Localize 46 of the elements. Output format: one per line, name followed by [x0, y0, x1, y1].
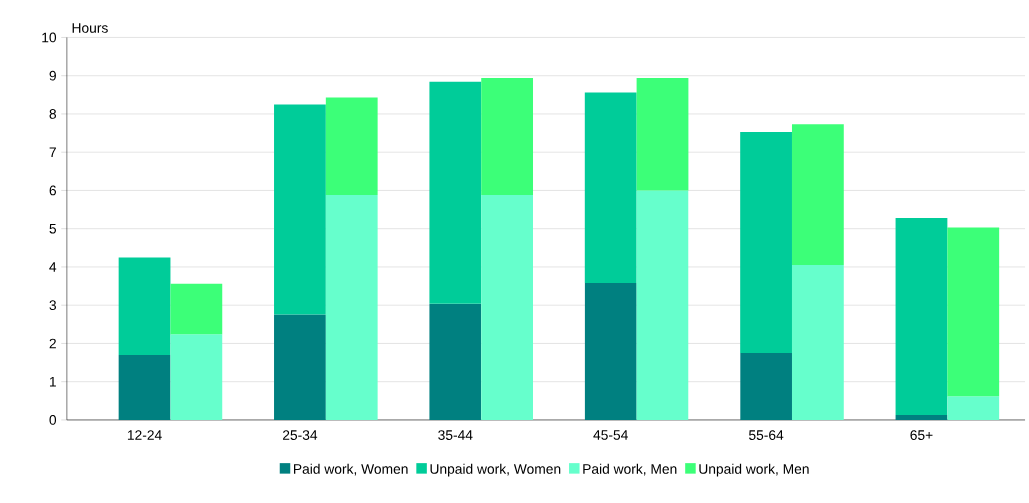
bar — [584, 92, 637, 284]
x-tick-label: 12-24 — [127, 430, 162, 440]
y-tick-label: 1 — [49, 377, 56, 387]
y-axis-title: Hours — [72, 23, 108, 33]
y-tick-label: 5 — [49, 224, 57, 234]
y-tick-label: 2 — [49, 338, 56, 349]
bar — [947, 396, 1000, 421]
y-tick-label: 10 — [42, 32, 57, 43]
x-tick-label: 45-54 — [593, 430, 628, 440]
legend-label: Paid work, Women — [294, 463, 408, 476]
bar — [791, 124, 844, 266]
bar — [325, 195, 378, 421]
y-tick-label: 6 — [49, 185, 56, 196]
bar — [274, 104, 326, 315]
x-tick-label: 35-44 — [438, 430, 473, 441]
x-tick-label: 25-34 — [282, 430, 318, 441]
bar — [118, 355, 171, 421]
legend-label: Unpaid work, Men — [699, 463, 809, 477]
bar — [481, 195, 534, 421]
y-tick-label: 8 — [49, 109, 56, 119]
bar — [429, 81, 482, 304]
y-tick-label: 9 — [49, 70, 56, 81]
bar — [895, 218, 948, 416]
x-tick-label: 65+ — [910, 430, 933, 441]
y-tick-label: 0 — [49, 415, 57, 425]
bar — [636, 190, 689, 421]
bar — [170, 334, 223, 421]
x-tick-label: 55-64 — [748, 430, 784, 441]
bar — [740, 353, 792, 421]
bar — [481, 78, 534, 196]
legend-label: Unpaid work, Women — [430, 463, 561, 477]
y-tick-label: 4 — [49, 262, 57, 272]
bar — [947, 227, 1000, 397]
y-tick-label: 3 — [49, 300, 56, 311]
bar — [791, 265, 844, 421]
bar — [325, 97, 378, 196]
bar — [274, 314, 326, 421]
bar — [584, 283, 637, 421]
bar — [170, 283, 223, 335]
legend-label: Paid work, Men — [583, 463, 677, 476]
bar — [740, 132, 792, 354]
bar — [118, 257, 171, 356]
bar — [895, 415, 948, 421]
bar — [636, 78, 689, 191]
y-tick-label: 7 — [49, 147, 56, 158]
bar — [429, 303, 482, 421]
